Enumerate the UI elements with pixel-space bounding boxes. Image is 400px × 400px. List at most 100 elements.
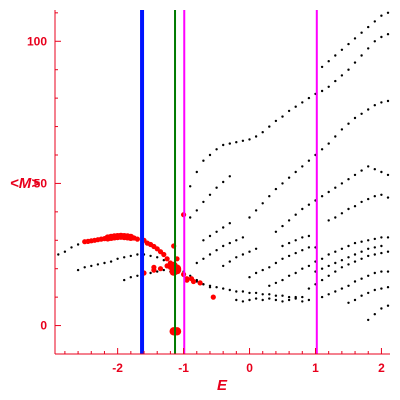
data-point	[248, 298, 251, 302]
data-point	[386, 173, 390, 177]
data-point	[386, 270, 390, 273]
data-point	[373, 104, 376, 107]
data-point	[320, 195, 324, 198]
highlight-point	[134, 236, 140, 242]
data-point	[340, 266, 344, 269]
data-point	[367, 25, 370, 29]
data-point	[248, 276, 251, 279]
data-point	[347, 301, 350, 304]
data-point	[281, 278, 284, 282]
data-point	[287, 295, 291, 299]
data-point	[76, 268, 80, 272]
data-point	[208, 284, 212, 287]
data-point	[76, 243, 80, 246]
data-point	[202, 283, 205, 286]
data-point	[287, 254, 291, 258]
data-point	[228, 288, 231, 292]
data-point	[228, 222, 231, 225]
x-tick-label: 1	[312, 361, 319, 375]
y-tick-label: 0	[40, 319, 47, 333]
data-point	[380, 307, 383, 310]
data-point	[340, 128, 344, 131]
data-point	[320, 257, 324, 260]
data-point	[116, 257, 119, 260]
data-point	[373, 271, 376, 275]
data-point	[254, 135, 258, 138]
data-point	[215, 230, 218, 233]
data-point	[334, 250, 337, 253]
data-point	[340, 259, 344, 262]
data-point	[327, 293, 330, 296]
data-point	[301, 267, 304, 270]
data-point	[261, 268, 264, 272]
data-point	[274, 119, 278, 123]
data-point	[268, 293, 271, 296]
data-point	[228, 142, 231, 145]
data-point	[189, 216, 192, 219]
data-point	[380, 14, 383, 17]
data-point	[301, 300, 304, 303]
data-layer	[57, 11, 390, 336]
data-point	[281, 115, 284, 118]
data-point	[360, 200, 363, 204]
data-point	[268, 284, 271, 287]
data-point	[57, 253, 60, 256]
data-point	[195, 209, 198, 212]
data-point	[380, 35, 383, 39]
data-point	[129, 254, 132, 258]
data-point	[274, 294, 278, 297]
data-point	[241, 236, 245, 239]
data-point	[353, 253, 357, 256]
data-point	[373, 168, 376, 171]
data-point	[208, 253, 212, 256]
data-point	[281, 244, 284, 248]
data-point	[334, 216, 337, 219]
data-point	[353, 37, 357, 40]
data-point	[373, 237, 376, 241]
data-point	[320, 278, 324, 282]
data-point	[334, 186, 337, 189]
data-point	[307, 298, 311, 302]
x-tick-label: -1	[178, 361, 189, 375]
data-point	[320, 267, 324, 270]
data-point	[340, 182, 344, 185]
data-point	[360, 257, 363, 260]
data-point	[248, 250, 251, 253]
data-point	[347, 207, 350, 211]
data-point	[294, 213, 297, 216]
data-point	[373, 313, 376, 316]
data-point	[96, 263, 100, 266]
highlight-point	[164, 256, 170, 262]
data-point	[386, 11, 390, 14]
data-point	[261, 293, 264, 296]
data-point	[123, 278, 126, 282]
data-point	[373, 20, 376, 23]
highlight-point	[188, 276, 195, 282]
data-point	[248, 138, 251, 141]
data-point	[136, 253, 139, 256]
data-point	[301, 101, 304, 104]
data-point	[307, 203, 311, 206]
data-point	[340, 74, 344, 77]
data-point	[340, 212, 344, 215]
data-point	[222, 226, 225, 229]
data-point	[149, 271, 152, 275]
data-point	[386, 304, 390, 307]
data-point	[360, 277, 363, 280]
data-point	[215, 286, 218, 289]
data-point	[222, 244, 225, 248]
data-point	[334, 135, 337, 138]
highlight-point	[210, 294, 216, 300]
data-point	[360, 294, 363, 297]
data-point	[268, 125, 271, 128]
data-point	[340, 48, 344, 51]
data-point	[347, 284, 350, 287]
data-point	[301, 236, 304, 239]
data-point	[208, 193, 212, 196]
data-point	[334, 79, 337, 83]
data-point	[360, 112, 363, 116]
x-tick-label: -2	[112, 361, 123, 375]
data-point	[327, 142, 330, 145]
data-point	[235, 141, 238, 144]
